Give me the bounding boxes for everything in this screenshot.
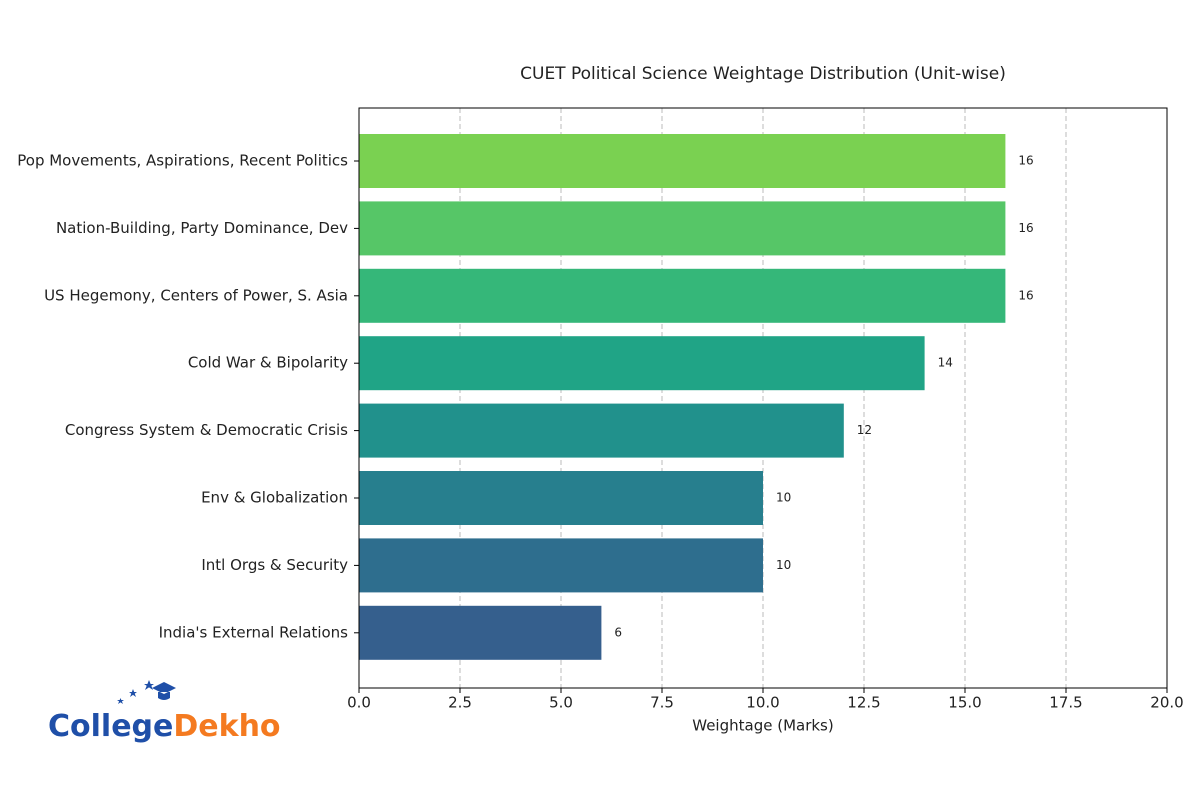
bar [359, 336, 925, 391]
plot-frame [358, 107, 1168, 689]
logo-cap [152, 682, 176, 700]
bar [359, 134, 1006, 188]
x-tick-label: 2.5 [448, 694, 472, 712]
logo-star [144, 680, 154, 690]
x-tick-label: 7.5 [650, 694, 674, 712]
value-label: 16 [1018, 154, 1033, 168]
value-label: 16 [1018, 221, 1033, 235]
x-tick-label: 5.0 [549, 694, 573, 712]
logo-text: CollegeDekho [48, 709, 281, 744]
x-axis-label: Weightage (Marks) [692, 717, 833, 735]
value-label: 6 [614, 625, 622, 639]
value-label: 14 [938, 356, 953, 370]
x-tick-label: 17.5 [1049, 694, 1082, 712]
x-tick-label: 15.0 [948, 694, 981, 712]
bar [359, 403, 844, 458]
bar [359, 605, 602, 660]
x-tick-label: 20.0 [1150, 694, 1183, 712]
y-tick-label: Pop Movements, Aspirations, Recent Polit… [17, 152, 348, 170]
y-tick-label: Cold War & Bipolarity [188, 354, 348, 372]
chart-title: CUET Political Science Weightage Distrib… [520, 64, 1006, 84]
logo-star [129, 689, 137, 697]
x-tick-label: 0.0 [347, 694, 371, 712]
value-label: 16 [1018, 288, 1033, 302]
bar [359, 201, 1006, 256]
y-tick-label: Congress System & Democratic Crisis [65, 421, 348, 439]
value-label: 12 [857, 423, 872, 437]
bar [359, 538, 763, 593]
y-tick-label: Env & Globalization [201, 489, 348, 507]
bar [359, 268, 1006, 323]
y-tick-label: India's External Relations [159, 623, 349, 641]
logo-part: College [48, 709, 173, 744]
x-tick-label: 12.5 [847, 694, 880, 712]
logo: CollegeDekho [48, 680, 281, 744]
y-tick-label: US Hegemony, Centers of Power, S. Asia [44, 286, 348, 304]
x-tick-label: 10.0 [746, 694, 779, 712]
value-label: 10 [776, 558, 791, 572]
logo-star [117, 698, 124, 704]
y-tick-label: Intl Orgs & Security [201, 556, 348, 574]
bar [359, 471, 763, 525]
y-tick-label: Nation-Building, Party Dominance, Dev [56, 219, 348, 237]
value-label: 10 [776, 491, 791, 505]
logo-part: Dekho [173, 709, 280, 744]
